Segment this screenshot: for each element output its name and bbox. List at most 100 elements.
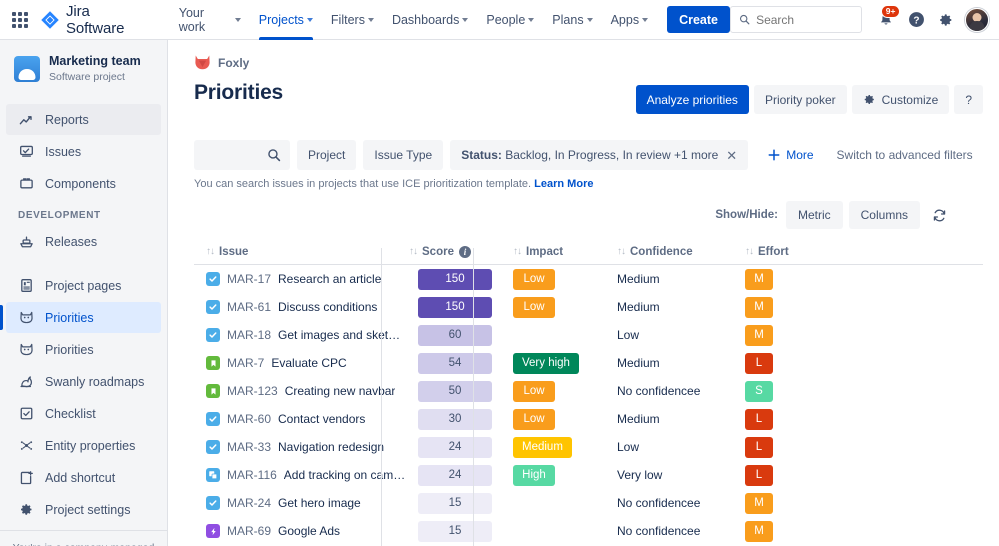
issue-key[interactable]: MAR-116 [227, 468, 277, 482]
priority-poker-button[interactable]: Priority poker [753, 85, 847, 114]
effort-cell[interactable]: L [745, 352, 855, 374]
sidebar-item-entity-properties[interactable]: Entity properties [6, 430, 161, 461]
issue-cell[interactable]: MAR-123 Creating new navbar [194, 384, 409, 398]
sidebar-item-priorities[interactable]: Priorities [6, 334, 161, 365]
switch-advanced-filters-link[interactable]: Switch to advanced filters [836, 148, 973, 162]
table-row[interactable]: MAR-17 Research an article 150 Low Medium M [194, 265, 983, 293]
analyze-priorities-button[interactable]: Analyze priorities [635, 85, 749, 114]
issue-cell[interactable]: MAR-18 Get images and sketches [194, 328, 409, 342]
table-row[interactable]: MAR-60 Contact vendors 30 Low Medium L [194, 405, 983, 433]
impact-cell[interactable]: Very high [501, 352, 617, 374]
project-header[interactable]: Marketing team Software project [0, 42, 167, 96]
confidence-cell[interactable]: Very low [617, 468, 663, 482]
impact-cell[interactable]: Low [501, 268, 617, 290]
sidebar-item-add-shortcut[interactable]: Add shortcut [6, 462, 161, 493]
filter-status[interactable]: Status: Backlog, In Progress, In review … [450, 140, 749, 170]
sidebar-item-swanly-roadmaps[interactable]: Swanly roadmaps [6, 366, 161, 397]
column-header-score[interactable]: ↑↓ Score i [409, 245, 501, 258]
sidebar-item-reports[interactable]: Reports [6, 104, 161, 136]
issue-cell[interactable]: MAR-116 Add tracking on campai... [194, 468, 409, 482]
confidence-cell[interactable]: Medium [617, 272, 660, 286]
issue-key[interactable]: MAR-24 [227, 496, 272, 510]
impact-cell[interactable]: High [501, 464, 617, 486]
issue-cell[interactable]: MAR-69 Google Ads [194, 524, 409, 538]
nav-item-plans[interactable]: Plans [543, 0, 601, 40]
impact-cell[interactable]: Low [501, 296, 617, 318]
issue-summary[interactable]: Google Ads [278, 524, 341, 538]
confidence-cell[interactable]: Low [617, 440, 640, 454]
column-header-effort[interactable]: ↑↓ Effort [745, 246, 855, 258]
create-button[interactable]: Create [667, 6, 730, 33]
metric-toggle-button[interactable]: Metric [785, 201, 843, 229]
confidence-cell[interactable]: No confidencee [617, 496, 701, 510]
effort-cell[interactable]: L [745, 436, 855, 458]
table-row[interactable]: MAR-7 Evaluate CPC 54 Very high Medium L [194, 349, 983, 377]
jira-brand-logo[interactable]: Jira Software [40, 3, 152, 37]
issue-key[interactable]: MAR-123 [227, 384, 278, 398]
issue-summary[interactable]: Discuss conditions [278, 300, 378, 314]
help-button-page[interactable]: ? [954, 85, 983, 114]
nav-item-filters[interactable]: Filters [322, 0, 383, 40]
issue-key[interactable]: MAR-18 [227, 328, 272, 342]
issue-search-field[interactable] [194, 140, 290, 170]
issue-summary[interactable]: Get hero image [278, 496, 361, 510]
sidebar-item-components[interactable]: Components [6, 168, 161, 199]
effort-cell[interactable]: M [745, 324, 855, 346]
confidence-cell[interactable]: Medium [617, 356, 660, 370]
issue-key[interactable]: MAR-69 [227, 524, 272, 538]
impact-cell[interactable]: Very low [501, 493, 617, 514]
nav-item-projects[interactable]: Projects [250, 0, 322, 40]
nav-item-apps[interactable]: Apps [602, 0, 658, 40]
sidebar-item-checklist[interactable]: Checklist [6, 398, 161, 429]
help-button[interactable]: ? [902, 6, 930, 34]
issue-cell[interactable]: MAR-17 Research an article [194, 272, 409, 286]
effort-cell[interactable]: M [745, 492, 855, 514]
sidebar-item-releases[interactable]: Releases [6, 226, 161, 257]
effort-cell[interactable]: L [745, 408, 855, 430]
issue-cell[interactable]: MAR-24 Get hero image [194, 496, 409, 510]
confidence-cell[interactable]: Medium [617, 300, 660, 314]
notifications-button[interactable]: 9+ [872, 4, 900, 34]
column-header-confidence[interactable]: ↑↓ Confidence [617, 246, 745, 258]
learn-more-link[interactable]: Learn More [534, 178, 594, 190]
issue-summary[interactable]: Navigation redesign [278, 440, 385, 454]
table-row[interactable]: MAR-69 Google Ads 15 Very low No confidencee… [194, 517, 983, 545]
impact-cell[interactable]: Very low [501, 325, 617, 346]
settings-button[interactable] [932, 6, 960, 34]
effort-cell[interactable]: M [745, 268, 855, 290]
sidebar-item-project-pages[interactable]: Project pages [6, 270, 161, 301]
issue-summary[interactable]: Research an article [278, 272, 382, 286]
column-header-issue[interactable]: ↑↓ Issue [194, 246, 409, 258]
refresh-button[interactable] [926, 204, 953, 227]
search-input[interactable] [756, 12, 853, 27]
app-switcher-grid-icon[interactable] [8, 8, 32, 32]
global-search-box[interactable] [730, 6, 862, 33]
issue-key[interactable]: MAR-61 [227, 300, 272, 314]
table-row[interactable]: MAR-116 Add tracking on campai... 24 High Ve… [194, 461, 983, 489]
filter-project[interactable]: Project [297, 140, 357, 170]
user-avatar[interactable] [965, 7, 989, 32]
issue-summary[interactable]: Creating new navbar [284, 384, 396, 398]
issue-cell[interactable]: MAR-7 Evaluate CPC [194, 356, 409, 370]
table-row[interactable]: MAR-24 Get hero image 15 Very low No confide… [194, 489, 983, 517]
confidence-cell[interactable]: No confidencee [617, 384, 701, 398]
issue-cell[interactable]: MAR-61 Discuss conditions [194, 300, 409, 314]
effort-cell[interactable]: L [745, 464, 855, 486]
filter-issue-type[interactable]: Issue Type [363, 140, 444, 170]
issue-cell[interactable]: MAR-60 Contact vendors [194, 412, 409, 426]
issue-key[interactable]: MAR-7 [227, 356, 265, 370]
confidence-cell[interactable]: Medium [617, 412, 660, 426]
issue-key[interactable]: MAR-33 [227, 440, 272, 454]
issue-key[interactable]: MAR-60 [227, 412, 272, 426]
issue-summary[interactable]: Contact vendors [278, 412, 366, 426]
close-icon[interactable]: ✕ [726, 147, 738, 163]
effort-cell[interactable]: M [745, 520, 855, 542]
more-filters-button[interactable]: More [761, 148, 819, 162]
issue-cell[interactable]: MAR-33 Navigation redesign [194, 440, 409, 454]
impact-cell[interactable]: Very low [501, 521, 617, 542]
customize-button[interactable]: Customize [851, 85, 950, 114]
table-row[interactable]: MAR-61 Discuss conditions 150 Low Medium M [194, 293, 983, 321]
sidebar-item-priorities-selected[interactable]: Priorities [0, 302, 161, 334]
impact-cell[interactable]: Low [501, 380, 617, 402]
effort-cell[interactable]: S [745, 380, 855, 402]
